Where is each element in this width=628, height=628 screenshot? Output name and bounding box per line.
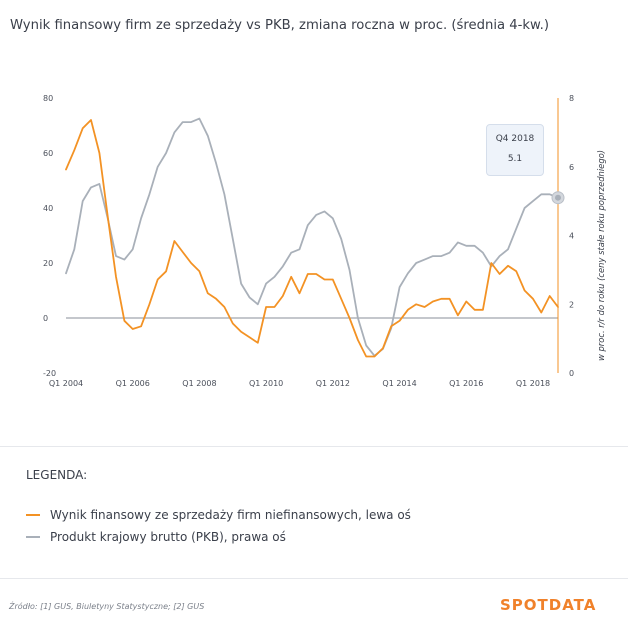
- legend-item-gdp: Produkt krajowy brutto (PKB), prawa oś: [26, 530, 286, 544]
- x-tick-label: Q1 2010: [249, 379, 283, 388]
- divider-top: [0, 446, 628, 447]
- legend-heading: LEGENDA:: [26, 468, 88, 482]
- series-line-profit: [65, 119, 559, 358]
- right-tick-label: 4: [569, 232, 574, 241]
- highlight-point: [555, 194, 561, 201]
- left-tick-label: 80: [43, 94, 53, 103]
- series-line-gdp: [65, 117, 559, 357]
- x-tick-label: Q1 2004: [49, 379, 83, 388]
- right-axis-title: w proc. r/r do roku (ceny stałe roku pop…: [596, 150, 606, 361]
- x-tick-label: Q1 2018: [516, 379, 550, 388]
- right-tick-label: 6: [569, 163, 574, 172]
- legend-label-profit: Wynik finansowy ze sprzedaży firm niefin…: [50, 508, 411, 522]
- chart-title: Wynik finansowy firm ze sprzedaży vs PKB…: [10, 18, 549, 33]
- tooltip-label: Q4 2018: [495, 134, 535, 144]
- left-tick-label: -20: [43, 369, 56, 378]
- x-tick-label: Q1 2006: [116, 379, 150, 388]
- x-tick-label: Q1 2014: [382, 379, 416, 388]
- x-axis-ticks: Q1 2004 Q1 2006 Q1 2008 Q1 2010 Q1 2012 Q1 20…: [49, 379, 550, 388]
- legend-swatch-orange: [26, 514, 40, 516]
- right-axis-ticks: 8 6 4 2 0: [569, 94, 574, 378]
- x-tick-label: Q1 2016: [449, 379, 483, 388]
- x-tick-label: Q1 2012: [316, 379, 350, 388]
- left-tick-label: 40: [43, 204, 53, 213]
- left-tick-label: 0: [43, 314, 48, 323]
- right-tick-label: 2: [569, 300, 574, 309]
- right-tick-label: 8: [569, 94, 574, 103]
- left-axis-ticks: 80 60 40 20 0 -20: [43, 94, 56, 378]
- legend-label-gdp: Produkt krajowy brutto (PKB), prawa oś: [50, 530, 286, 544]
- tooltip-value: 5.1: [507, 154, 523, 164]
- divider-bottom: [0, 578, 628, 579]
- series-group: [65, 117, 565, 358]
- spotdata-logo: SPOTDATA: [500, 596, 597, 614]
- left-tick-label: 20: [43, 259, 53, 268]
- legend-swatch-gray: [26, 536, 40, 538]
- source-note: Źródło: [1] GUS, Biuletyny Statystyczne;…: [9, 602, 205, 611]
- data-tooltip: Q4 2018 5.1: [486, 124, 544, 176]
- legend-item-profit: Wynik finansowy ze sprzedaży firm niefin…: [26, 508, 411, 522]
- right-tick-label: 0: [569, 369, 574, 378]
- left-tick-label: 60: [43, 149, 53, 158]
- x-tick-label: Q1 2008: [182, 379, 216, 388]
